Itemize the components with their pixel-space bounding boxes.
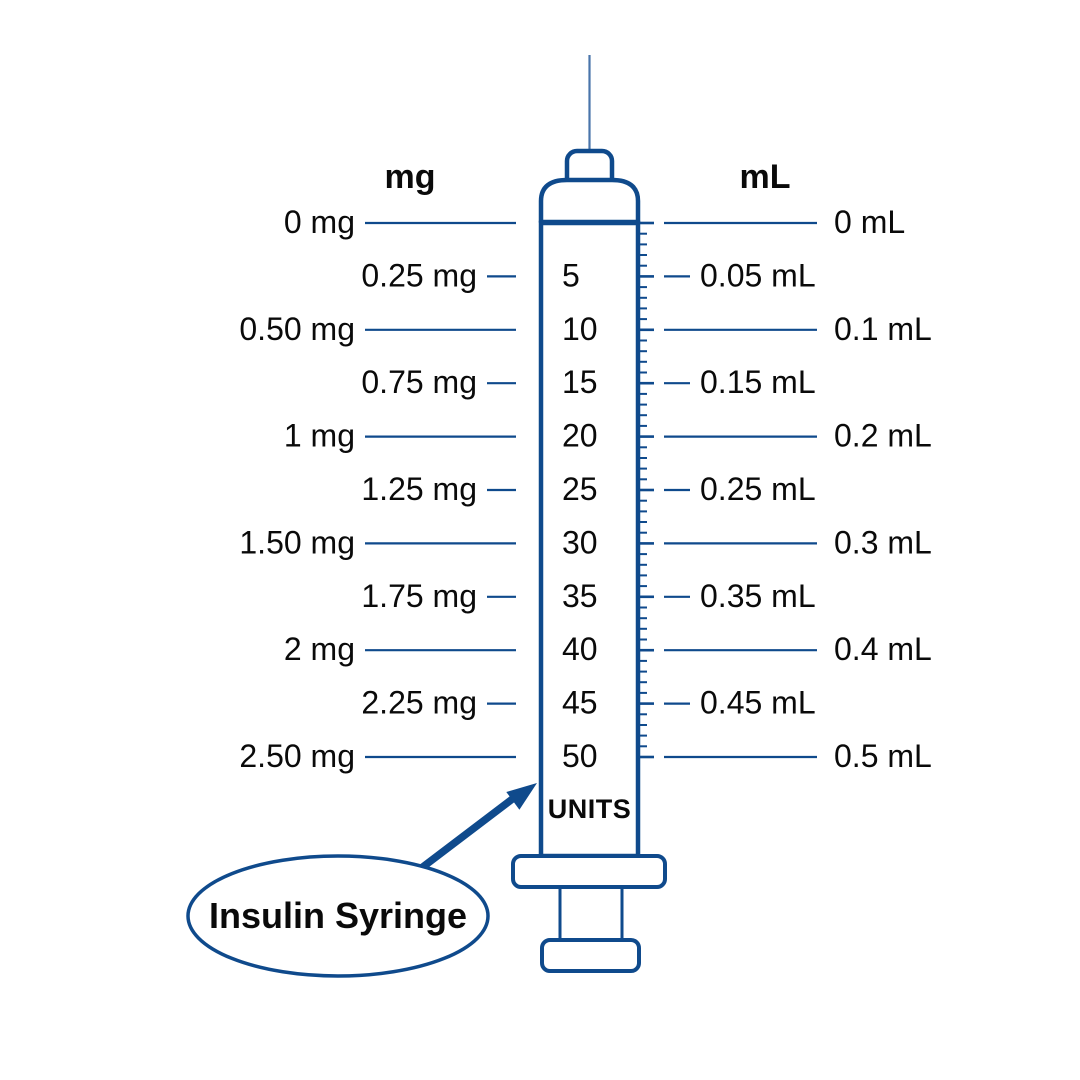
svg-text:1 mg: 1 mg [284, 418, 355, 454]
svg-text:15: 15 [562, 364, 598, 400]
svg-text:0.05 mL: 0.05 mL [700, 257, 816, 293]
svg-text:20: 20 [562, 418, 598, 454]
svg-text:50: 50 [562, 738, 598, 774]
svg-text:1.50 mg: 1.50 mg [239, 524, 355, 560]
svg-text:2 mg: 2 mg [284, 631, 355, 667]
svg-text:0 mL: 0 mL [834, 204, 905, 240]
svg-text:40: 40 [562, 631, 598, 667]
svg-text:UNITS: UNITS [548, 794, 632, 824]
svg-text:0 mg: 0 mg [284, 204, 355, 240]
svg-text:35: 35 [562, 578, 598, 614]
svg-text:0.25 mL: 0.25 mL [700, 471, 816, 507]
svg-text:1.25 mg: 1.25 mg [361, 471, 477, 507]
svg-text:0.45 mL: 0.45 mL [700, 685, 816, 721]
svg-text:1.75 mg: 1.75 mg [361, 578, 477, 614]
svg-text:10: 10 [562, 311, 598, 347]
svg-text:0.25 mg: 0.25 mg [361, 257, 477, 293]
svg-text:2.50 mg: 2.50 mg [239, 738, 355, 774]
svg-text:0.35 mL: 0.35 mL [700, 578, 816, 614]
svg-text:mL: mL [740, 158, 791, 196]
svg-text:0.2 mL: 0.2 mL [834, 418, 932, 454]
svg-text:Insulin Syringe: Insulin Syringe [209, 895, 467, 936]
svg-text:2.25 mg: 2.25 mg [361, 685, 477, 721]
svg-text:mg: mg [385, 158, 436, 196]
svg-text:0.5 mL: 0.5 mL [834, 738, 932, 774]
svg-text:30: 30 [562, 524, 598, 560]
svg-text:0.75 mg: 0.75 mg [361, 364, 477, 400]
svg-text:5: 5 [562, 257, 580, 293]
svg-text:0.50 mg: 0.50 mg [239, 311, 355, 347]
svg-text:25: 25 [562, 471, 598, 507]
svg-text:0.3 mL: 0.3 mL [834, 524, 932, 560]
svg-text:0.1 mL: 0.1 mL [834, 311, 932, 347]
svg-text:0.4 mL: 0.4 mL [834, 631, 932, 667]
svg-text:0.15 mL: 0.15 mL [700, 364, 816, 400]
svg-text:45: 45 [562, 685, 598, 721]
